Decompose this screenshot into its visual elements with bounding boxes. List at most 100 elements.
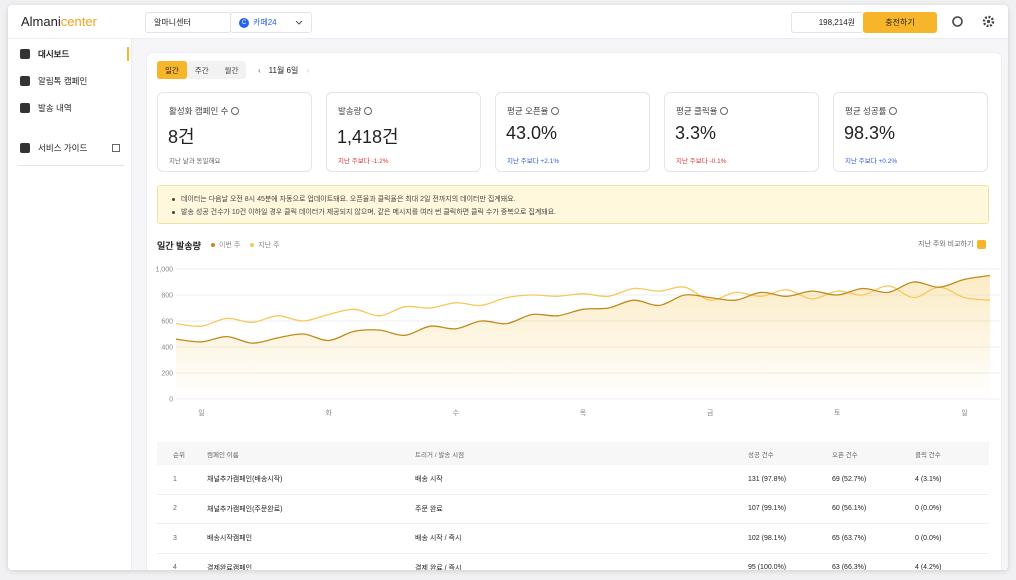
table-cell: 60 (56.1%) [832, 505, 867, 513]
store-name: 알마니센터 [154, 18, 191, 27]
divider [18, 165, 124, 166]
table-row[interactable]: 2 채널추가캠페인(주문완료) 주문 완료 107 (99.1%) 60 (56.1%)… [157, 495, 989, 524]
logo-accent: center [60, 14, 97, 29]
legend-item: 이번 주 [211, 240, 240, 250]
logo[interactable]: Almanicenter [21, 14, 97, 29]
menu-item[interactable]: 서비스 가이드 [20, 141, 120, 155]
stat-card: 평균 성공률 98.3% 지난 주보다 +0.2% [833, 92, 988, 172]
info-icon [231, 107, 240, 115]
balance: 198,214원 [791, 12, 864, 33]
compare-toggle[interactable]: 지난 주와 비교하기 [918, 239, 987, 249]
stat-note: 지난 주보다 -1.2% [338, 158, 389, 165]
table-cell: 4 [173, 564, 177, 570]
stat-value: 1,418건 [337, 127, 399, 147]
platform-select[interactable]: C 카페24 [230, 12, 312, 33]
prev[interactable]: ‹ [258, 66, 261, 75]
info-icon [889, 107, 898, 115]
x-tick-label: 금 [707, 409, 714, 417]
legend-item: 지난 주 [250, 240, 280, 250]
stat-label-text: 활성화 캠페인 수 [169, 106, 229, 116]
table-cell: 95 (100.0%) [748, 564, 787, 570]
next[interactable]: › [306, 66, 310, 75]
table-cell: 4 (3.1%) [915, 475, 942, 483]
x-tick-label: 토 [834, 409, 841, 417]
chart: 0 200 400 600 800 1,000 일 화 수 목 금 토 일 [155, 267, 1000, 417]
charge-button[interactable]: 충전하기 [863, 12, 937, 33]
stat-label-text: 평균 클릭율 [676, 106, 718, 116]
notice-line: 데이터는 다음날 오전 8시 45분에 자동으로 업데이트돼요. 오픈율과 클릭… [172, 193, 974, 206]
menu-icon [20, 76, 30, 86]
table-cell: 배송 시작 / 즉시 [415, 535, 462, 543]
table-cell: 결제 완료 / 즉시 [415, 564, 462, 570]
table-cell: 채널추가캠페인(배송시작) [207, 476, 283, 484]
tab[interactable]: 월간 [224, 65, 239, 75]
stat-card: 평균 오픈율 43.0% 지난 주보다 +2.1% [495, 92, 650, 172]
chart-title: 일간 발송량 [157, 241, 201, 251]
date: 11월 6일 [268, 66, 299, 75]
y-tick-label: 1,000 [155, 267, 173, 274]
legend-label: 이번 주 [219, 242, 241, 249]
settings-icon[interactable] [982, 15, 995, 28]
stat-label: 활성화 캠페인 수 [169, 105, 240, 117]
tab[interactable]: 일간 [157, 61, 187, 79]
table-row[interactable]: 1 채널추가캠페인(배송시작) 배송 시작 131 (97.8%) 69 (52.7%)… [157, 465, 989, 495]
table-header: 순위 캠페인 이름 트리거 / 발송 시점 성공 건수 오픈 건수 클릭 건수 [157, 442, 989, 465]
info-icon [551, 107, 560, 115]
menu-icon [20, 103, 30, 113]
notice-text: 데이터는 다음날 오전 8시 45분에 자동으로 업데이트돼요. 오픈율과 클릭… [181, 196, 516, 203]
stat-label: 평균 오픈율 [507, 105, 560, 117]
table-cell: 0 (0.0%) [915, 534, 942, 542]
chevron [295, 20, 303, 25]
menu-icon [20, 143, 30, 153]
balance-text: 198,214원 [818, 18, 855, 27]
column-header: 클릭 건수 [915, 451, 941, 459]
charge-label: 충전하기 [885, 18, 915, 27]
table-cell: 1 [173, 475, 177, 483]
table-cell: 63 (66.3%) [832, 564, 867, 570]
column-header: 캠페인 이름 [207, 451, 239, 459]
stat-value: 3.3% [675, 123, 717, 143]
column-header: 트리거 / 발송 시점 [415, 451, 465, 459]
stat-label: 발송량 [338, 105, 373, 117]
checkbox [977, 239, 987, 249]
table-cell: 3 [173, 534, 177, 542]
y-tick-label: 800 [161, 293, 173, 300]
info-icon [364, 107, 373, 115]
stat-label-text: 평균 성공률 [845, 106, 887, 116]
y-tick-label: 600 [161, 319, 173, 326]
menu-item[interactable]: 알림톡 캠페인 [20, 74, 87, 88]
top-bar: Almanicenter 알마니센터 C 카페24 198,214원 충전하기 [8, 5, 1008, 39]
x-tick-label: 일 [198, 408, 204, 417]
platform-icon: C [239, 17, 249, 28]
menu-icon [20, 49, 30, 59]
table-row[interactable]: 4 결제완료캠페인 결제 완료 / 즉시 95 (100.0%) 63 (66.3%) 4… [157, 554, 989, 570]
period-tabs: 일간 주간 월간 [157, 61, 247, 79]
table-cell: 주문 완료 [415, 505, 443, 513]
table-cell: 채널추가캠페인(주문완료) [207, 505, 283, 513]
stat-note: 지난 날과 동일해요 [169, 158, 221, 165]
stat-card: 활성화 캠페인 수 8건 지난 날과 동일해요 [157, 92, 312, 172]
series-line [175, 274, 991, 344]
support-icon[interactable] [951, 15, 964, 28]
bullet [172, 210, 175, 214]
platform-name: 카페24 [253, 18, 277, 27]
menu-item[interactable]: 발송 내역 [20, 101, 72, 115]
stat-label-text: 평균 오픈율 [507, 106, 549, 116]
compare-label: 지난 주와 비교하기 [918, 241, 974, 248]
legend: 이번 주 지난 주 [211, 240, 280, 250]
menu-item[interactable]: 대시보드 [20, 47, 69, 61]
column-header: 성공 건수 [748, 451, 774, 459]
x-tick-label: 일 [961, 408, 967, 417]
campaign-table: 순위 캠페인 이름 트리거 / 발송 시점 성공 건수 오픈 건수 클릭 건수 1 채널추가캠… [157, 442, 989, 570]
table-cell: 65 (63.7%) [832, 534, 867, 542]
legend-dot [211, 243, 215, 247]
stat-label: 평균 클릭율 [676, 105, 729, 117]
table-row[interactable]: 3 배송시작캠페인 배송 시작 / 즉시 102 (98.1%) 65 (63.7%) 0… [157, 524, 989, 554]
store-select[interactable]: 알마니센터 [145, 12, 231, 33]
window: Almanicenter 알마니센터 C 카페24 198,214원 충전하기 대… [8, 5, 1008, 570]
menu-label: 대시보드 [38, 49, 70, 59]
tab[interactable]: 주간 [194, 65, 209, 75]
